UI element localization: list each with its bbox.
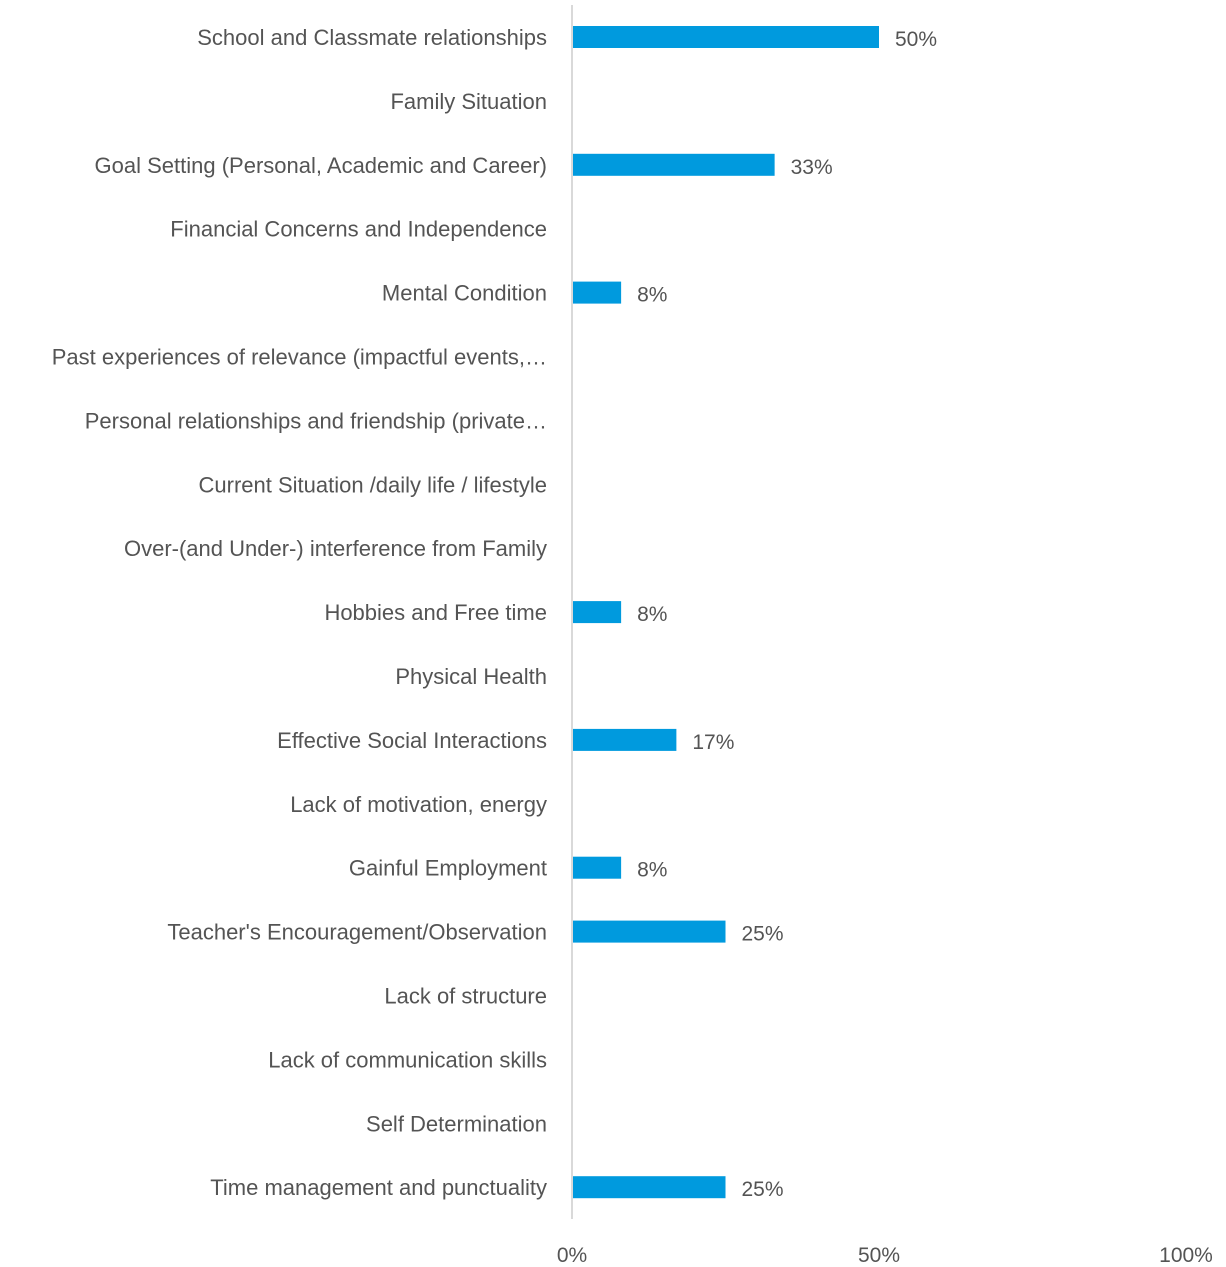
bar xyxy=(572,153,775,176)
bar xyxy=(572,1176,726,1199)
x-tick-label: 100% xyxy=(1159,1244,1213,1267)
category-label: Family Situation xyxy=(390,89,547,114)
bar xyxy=(572,856,622,879)
data-label: 25% xyxy=(742,923,784,946)
bar xyxy=(572,728,677,751)
category-label: Goal Setting (Personal, Academic and Car… xyxy=(95,153,547,178)
category-label: Self Determination xyxy=(366,1111,547,1136)
category-label: Lack of structure xyxy=(384,984,547,1009)
data-label: 8% xyxy=(637,603,667,626)
category-label: Hobbies and Free time xyxy=(324,600,547,625)
category-label: Lack of motivation, energy xyxy=(290,792,547,817)
category-label: Mental Condition xyxy=(382,281,547,306)
category-label: Teacher's Encouragement/Observation xyxy=(167,920,547,945)
category-label: Current Situation /daily life / lifestyl… xyxy=(199,472,548,497)
data-label: 17% xyxy=(692,731,734,754)
category-label: Effective Social Interactions xyxy=(277,728,547,753)
category-label: Gainful Employment xyxy=(349,856,547,881)
category-label: School and Classmate relationships xyxy=(197,25,547,50)
bar xyxy=(572,601,622,624)
category-label: Financial Concerns and Independence xyxy=(170,217,547,242)
data-labels-group: 50% 33% 8% 8% 17% 8% 25% 25% xyxy=(637,28,937,1201)
bar xyxy=(572,920,726,943)
x-tick-label: 50% xyxy=(858,1244,900,1267)
x-tick-label: 0% xyxy=(557,1244,587,1267)
bars-group xyxy=(572,26,879,1199)
category-labels-group: School and Classmate relationships Family… xyxy=(52,25,547,1200)
data-label: 25% xyxy=(742,1178,784,1201)
category-label: Time management and punctuality xyxy=(210,1175,547,1200)
data-label: 8% xyxy=(637,859,667,882)
category-label: Physical Health xyxy=(395,664,547,689)
bar xyxy=(572,26,879,48)
category-label: Past experiences of relevance (impactful… xyxy=(52,345,547,370)
data-label: 50% xyxy=(895,28,937,51)
bar xyxy=(572,281,622,304)
data-label: 33% xyxy=(791,156,833,179)
category-label: Personal relationships and friendship (p… xyxy=(85,408,547,433)
data-label: 8% xyxy=(637,284,667,307)
category-label: Over-(and Under-) interference from Fami… xyxy=(124,536,547,561)
x-axis-ticks-group: 0% 50% 100% xyxy=(557,1244,1213,1267)
category-label: Lack of communication skills xyxy=(268,1047,547,1072)
